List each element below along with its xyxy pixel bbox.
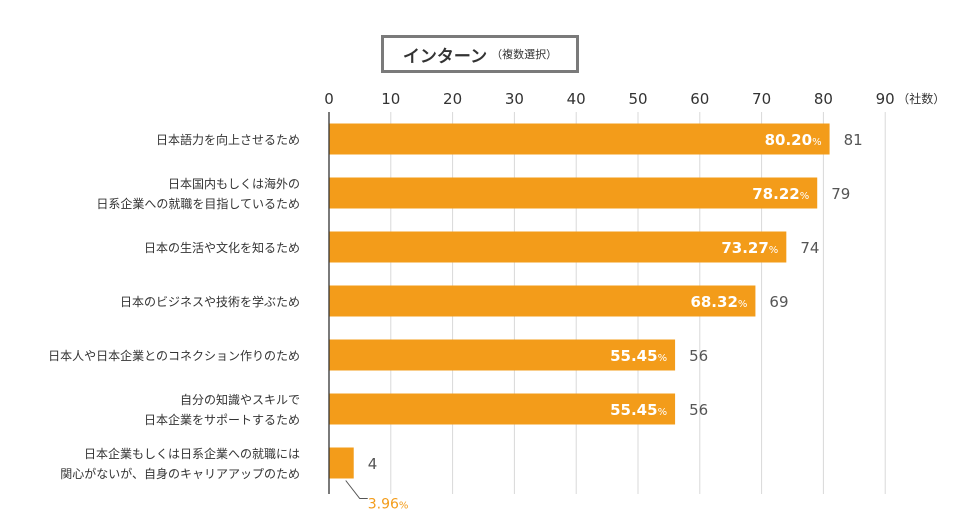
x-tick-label-30: 30 — [505, 90, 524, 108]
category-label-3-0: 日本のビジネスや技術を学ぶため — [120, 294, 300, 309]
category-label-6-0: 日本企業もしくは日系企業への就職には — [84, 446, 300, 461]
percent-label-3: 68.32% — [690, 293, 747, 311]
x-tick-label-40: 40 — [567, 90, 586, 108]
chart-title-box: インターン （複数選択） — [381, 35, 579, 73]
category-label-6-1: 関心がないが、自身のキャリアアップのため — [60, 466, 300, 481]
value-label-6: 4 — [368, 455, 378, 473]
category-label-5-1: 日本企業をサポートするため — [144, 412, 300, 427]
percent-label-5: 55.45% — [610, 401, 667, 419]
chart-subtitle: （複数選択） — [491, 48, 558, 61]
percent-label-4: 55.45% — [610, 347, 667, 365]
bar-0 — [329, 123, 830, 155]
bar-3 — [329, 285, 756, 317]
value-label-5: 56 — [689, 401, 708, 419]
value-label-3: 69 — [769, 293, 788, 311]
bar-6 — [329, 447, 354, 479]
value-label-0: 81 — [844, 131, 863, 149]
x-tick-label-50: 50 — [628, 90, 647, 108]
category-label-1-1: 日系企業への就職を目指しているため — [96, 196, 300, 211]
chart-title: インターン — [402, 46, 488, 67]
percent-label-2: 73.27% — [721, 239, 778, 257]
x-tick-label-20: 20 — [443, 90, 462, 108]
percent-label-1: 78.22% — [752, 185, 809, 203]
x-tick-label-60: 60 — [690, 90, 709, 108]
unit-label: （社数） — [897, 91, 945, 106]
x-tick-label-90: 90 — [876, 90, 895, 108]
category-label-2-0: 日本の生活や文化を知るため — [144, 240, 300, 255]
x-tick-label-70: 70 — [752, 90, 771, 108]
percent-label-6: 3.96% — [368, 497, 409, 513]
bar-1 — [329, 177, 818, 209]
category-label-0-0: 日本語力を向上させるため — [156, 132, 300, 147]
bar-4 — [329, 339, 676, 371]
category-label-5-0: 自分の知識やスキルで — [180, 393, 300, 407]
x-tick-label-10: 10 — [381, 90, 400, 108]
category-label-4-0: 日本人や日本企業とのコネクション作りのため — [48, 348, 300, 363]
value-label-4: 56 — [689, 347, 708, 365]
category-label-1-0: 日本国内もしくは海外の — [168, 176, 300, 191]
x-tick-label-0: 0 — [324, 90, 334, 108]
value-label-2: 74 — [800, 239, 819, 257]
bar-5 — [329, 393, 676, 425]
x-tick-label-80: 80 — [814, 90, 833, 108]
percent-label-0: 80.20% — [765, 131, 822, 149]
value-label-1: 79 — [831, 185, 850, 203]
bar-2 — [329, 231, 787, 263]
percent-leader-line-6 — [345, 480, 368, 499]
